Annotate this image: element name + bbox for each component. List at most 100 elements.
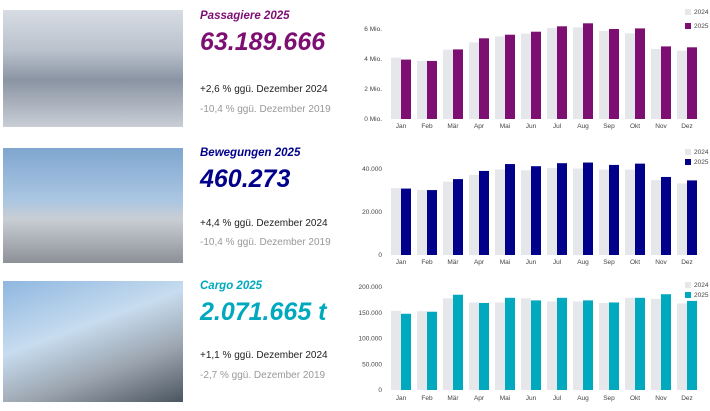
y-tick-label: 0 [378, 252, 382, 259]
bar-2025-Feb [427, 60, 437, 119]
bar-2025-Apr [479, 38, 489, 119]
y-tick-label: 200.000 [359, 284, 383, 291]
x-tick-label: Aug [577, 395, 589, 402]
passengers-change-2024: +2,6 % ggü. Dezember 2024 [200, 84, 328, 95]
cargo-change-2019: -2,7 % ggü. Dezember 2019 [200, 370, 326, 381]
bar-2025-Dez [687, 180, 697, 255]
bar-2024-Dez [677, 303, 687, 390]
bar-2024-Feb [417, 311, 427, 390]
y-tick-label: 2 Mio. [364, 86, 382, 93]
bar-2024-Sep [599, 30, 609, 120]
x-tick-label: Okt [630, 123, 640, 130]
bar-2024-Dez [677, 50, 687, 119]
bar-2025-Jan [401, 188, 411, 255]
x-tick-label: Okt [630, 395, 640, 402]
bar-2025-Aug [583, 162, 593, 255]
bar-2025-Nov [661, 176, 671, 255]
y-tick-label: 150.000 [359, 310, 383, 317]
bar-2024-Aug [573, 301, 583, 390]
x-tick-label: Sep [603, 259, 615, 266]
bar-2024-Mai [495, 302, 505, 390]
bar-2024-Okt [625, 169, 635, 255]
bar-2025-Okt [635, 163, 645, 255]
movements-change-2024: +4,4 % ggü. Dezember 2024 [200, 218, 328, 229]
airport-terminal-photo [3, 10, 183, 127]
bar-2025-Mai [505, 34, 515, 120]
bar-2025-Mär [453, 49, 463, 119]
bar-2024-Aug [573, 27, 583, 120]
bar-2024-Mär [443, 298, 453, 390]
bar-2025-Okt [635, 28, 645, 119]
bar-2024-Okt [625, 33, 635, 119]
bar-2024-Nov [651, 48, 661, 120]
legend-swatch-2024 [685, 9, 691, 15]
bar-2024-Jul [547, 301, 557, 390]
movements-change-2019: -10,4 % ggü. Dezember 2019 [200, 237, 331, 248]
bar-2024-Nov [651, 180, 661, 255]
legend-swatch-2025 [685, 159, 691, 165]
bar-2025-Jul [557, 297, 567, 390]
y-tick-label: 100.000 [359, 336, 383, 343]
bar-2025-Jul [557, 26, 567, 119]
bar-2024-Mai [495, 36, 505, 119]
bar-2025-Nov [661, 294, 671, 390]
bar-2024-Mai [495, 169, 505, 255]
passengers-change-2019: -10,4 % ggü. Dezember 2019 [200, 104, 331, 115]
bar-2024-Dez [677, 183, 687, 255]
x-tick-label: Nov [655, 395, 667, 402]
bar-2025-Nov [661, 46, 671, 119]
x-tick-label: Nov [655, 123, 667, 130]
bar-2025-Feb [427, 190, 437, 255]
bar-2025-Mai [505, 164, 515, 255]
x-tick-label: Sep [603, 123, 615, 130]
cargo-change-2024: +1,1 % ggü. Dezember 2024 [200, 350, 328, 361]
x-tick-label: Jun [526, 259, 537, 266]
x-tick-label: Feb [421, 123, 433, 130]
legend-swatch-2024 [685, 282, 691, 288]
y-tick-label: 0 Mio. [364, 116, 382, 123]
legend-swatch-2024 [685, 149, 691, 155]
bar-2025-Aug [583, 23, 593, 119]
x-tick-label: Jan [396, 123, 407, 130]
y-tick-label: 40.000 [362, 166, 382, 173]
bar-2024-Jan [391, 188, 401, 255]
x-tick-label: Mär [447, 395, 459, 402]
bar-2024-Jun [521, 33, 531, 119]
y-tick-label: 20.000 [362, 209, 382, 216]
bar-2025-Aug [583, 300, 593, 390]
passengers-chart: 0 Mio. 2 Mio. 4 Mio. 6 Mio. Jan Feb Mär Apr Mai J… [364, 9, 709, 130]
movements-chart: 0 20.000 40.000 Jan Feb Mär Apr Mai Jun Jul Aug Sep… [362, 149, 709, 266]
movements-title: Bewegungen 2025 [200, 147, 301, 159]
bar-2024-Okt [625, 297, 635, 390]
y-tick-label: 4 Mio. [364, 56, 382, 63]
x-tick-label: Nov [655, 259, 667, 266]
bar-2025-Apr [479, 302, 489, 390]
cargo-title: Cargo 2025 [200, 280, 263, 292]
bar-2024-Jul [547, 27, 557, 120]
bar-2024-Jun [521, 298, 531, 390]
x-tick-label: Aug [577, 123, 589, 130]
x-tick-label: Aug [577, 259, 589, 266]
cargo-value: 2.071.665 t [200, 298, 327, 326]
x-tick-label: Feb [421, 395, 433, 402]
x-tick-label: Jan [396, 259, 407, 266]
bar-2025-Jun [531, 31, 541, 120]
x-tick-label: Dez [681, 123, 693, 130]
x-tick-label: Jun [526, 395, 537, 402]
bar-2025-Jul [557, 163, 567, 255]
legend-label-2025: 2025 [694, 292, 709, 299]
bar-2025-Mär [453, 294, 463, 390]
cargo-chart: 0 50.000 100.000 150.000 200.000 Jan Feb Mär Apr… [359, 282, 709, 402]
bar-2024-Aug [573, 168, 583, 255]
bar-2024-Jul [547, 167, 557, 255]
bar-2024-Jan [391, 57, 401, 119]
bar-2024-Jan [391, 310, 401, 390]
bar-2025-Dez [687, 300, 697, 390]
bar-2025-Sep [609, 302, 619, 390]
bar-2025-Feb [427, 311, 437, 390]
bar-2025-Mai [505, 297, 515, 390]
x-tick-label: Apr [474, 259, 485, 266]
bar-2025-Sep [609, 164, 619, 255]
x-tick-label: Dez [681, 259, 693, 266]
x-tick-label: Mär [447, 259, 459, 266]
